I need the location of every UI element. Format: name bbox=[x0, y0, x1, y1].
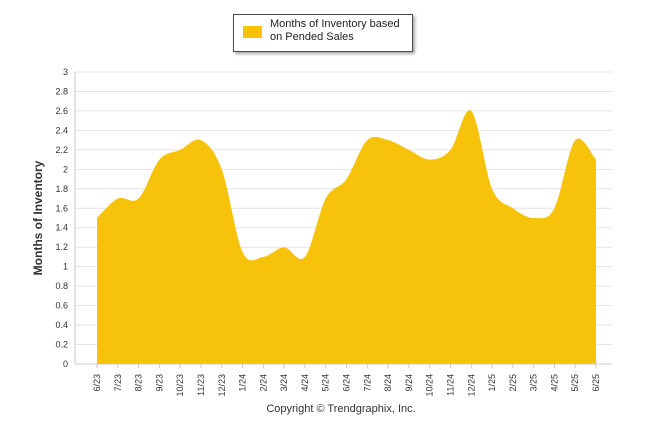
x-tick-label: 11/23 bbox=[196, 374, 206, 396]
y-tick-label: 0.4 bbox=[55, 320, 68, 330]
data-point bbox=[220, 168, 223, 171]
y-tick-label: 2.6 bbox=[55, 106, 68, 116]
data-point bbox=[407, 148, 410, 151]
data-point bbox=[595, 158, 598, 161]
data-point bbox=[137, 197, 140, 200]
data-point bbox=[470, 109, 473, 112]
data-point bbox=[553, 207, 556, 210]
data-point bbox=[262, 255, 265, 258]
data-point bbox=[366, 139, 369, 142]
y-tick-label: 0 bbox=[63, 359, 68, 369]
data-point bbox=[574, 139, 577, 142]
y-tick-label: 0.2 bbox=[55, 340, 68, 350]
data-point bbox=[345, 178, 348, 181]
x-tick-label: 6/24 bbox=[342, 374, 352, 392]
x-tick-label: 3/24 bbox=[279, 374, 289, 392]
x-tick-label: 6/23 bbox=[92, 374, 102, 392]
data-point bbox=[532, 217, 535, 220]
y-tick-label: 1 bbox=[63, 262, 68, 272]
x-tick-label: 3/25 bbox=[529, 374, 539, 392]
y-tick-label: 1.8 bbox=[55, 184, 68, 194]
y-tick-label: 1.2 bbox=[55, 242, 68, 252]
x-tick-label: 6/25 bbox=[591, 374, 601, 392]
data-point bbox=[428, 158, 431, 161]
x-tick-label: 5/25 bbox=[570, 374, 580, 392]
x-tick-label: 8/23 bbox=[134, 374, 144, 392]
x-tick-label: 7/23 bbox=[113, 374, 123, 392]
data-point bbox=[116, 197, 119, 200]
data-point bbox=[449, 148, 452, 151]
data-point bbox=[96, 217, 99, 220]
data-point bbox=[387, 139, 390, 142]
x-tick-label: 2/25 bbox=[508, 374, 518, 392]
x-tick-label: 9/24 bbox=[404, 374, 414, 392]
x-tick-label: 12/23 bbox=[217, 374, 227, 397]
x-tick-label: 8/24 bbox=[383, 374, 393, 392]
x-tick-label: 9/23 bbox=[154, 374, 164, 392]
x-tick-label: 2/24 bbox=[258, 374, 268, 392]
y-tick-label: 0.6 bbox=[55, 301, 68, 311]
data-point bbox=[303, 255, 306, 258]
data-point bbox=[199, 139, 202, 142]
data-point bbox=[179, 148, 182, 151]
legend-label: Months of Inventory based on Pended Sale… bbox=[270, 18, 400, 43]
x-tick-label: 7/24 bbox=[362, 374, 372, 392]
x-tick-label: 5/24 bbox=[321, 374, 331, 392]
x-tick-label: 4/25 bbox=[549, 374, 559, 392]
copyright-text: Copyright © Trendgraphix, Inc. bbox=[266, 403, 416, 415]
y-tick-label: 3 bbox=[63, 67, 68, 77]
y-tick-label: 2.4 bbox=[55, 125, 68, 135]
y-tick-label: 2.8 bbox=[55, 86, 68, 96]
data-point bbox=[491, 187, 494, 190]
data-point bbox=[511, 207, 514, 210]
x-tick-label: 4/24 bbox=[300, 374, 310, 392]
data-point bbox=[241, 251, 244, 254]
data-point bbox=[283, 246, 286, 249]
x-tick-label: 10/24 bbox=[425, 374, 435, 397]
y-tick-label: 1.4 bbox=[55, 223, 68, 233]
y-tick-label: 0.8 bbox=[55, 281, 68, 291]
x-tick-label: 1/24 bbox=[238, 374, 248, 392]
x-tick-label: 12/24 bbox=[466, 374, 476, 397]
data-point bbox=[324, 197, 327, 200]
y-tick-label: 2.2 bbox=[55, 145, 68, 155]
y-tick-label: 2 bbox=[63, 164, 68, 174]
x-tick-label: 1/25 bbox=[487, 374, 497, 392]
area-series bbox=[97, 110, 596, 364]
y-axis-title: Months of Inventory bbox=[31, 160, 45, 275]
x-tick-label: 11/24 bbox=[445, 374, 455, 396]
legend: Months of Inventory based on Pended Sale… bbox=[233, 14, 413, 52]
x-tick-label: 10/23 bbox=[175, 374, 185, 397]
data-point bbox=[158, 158, 161, 161]
legend-swatch bbox=[243, 26, 262, 38]
y-tick-label: 1.6 bbox=[55, 203, 68, 213]
